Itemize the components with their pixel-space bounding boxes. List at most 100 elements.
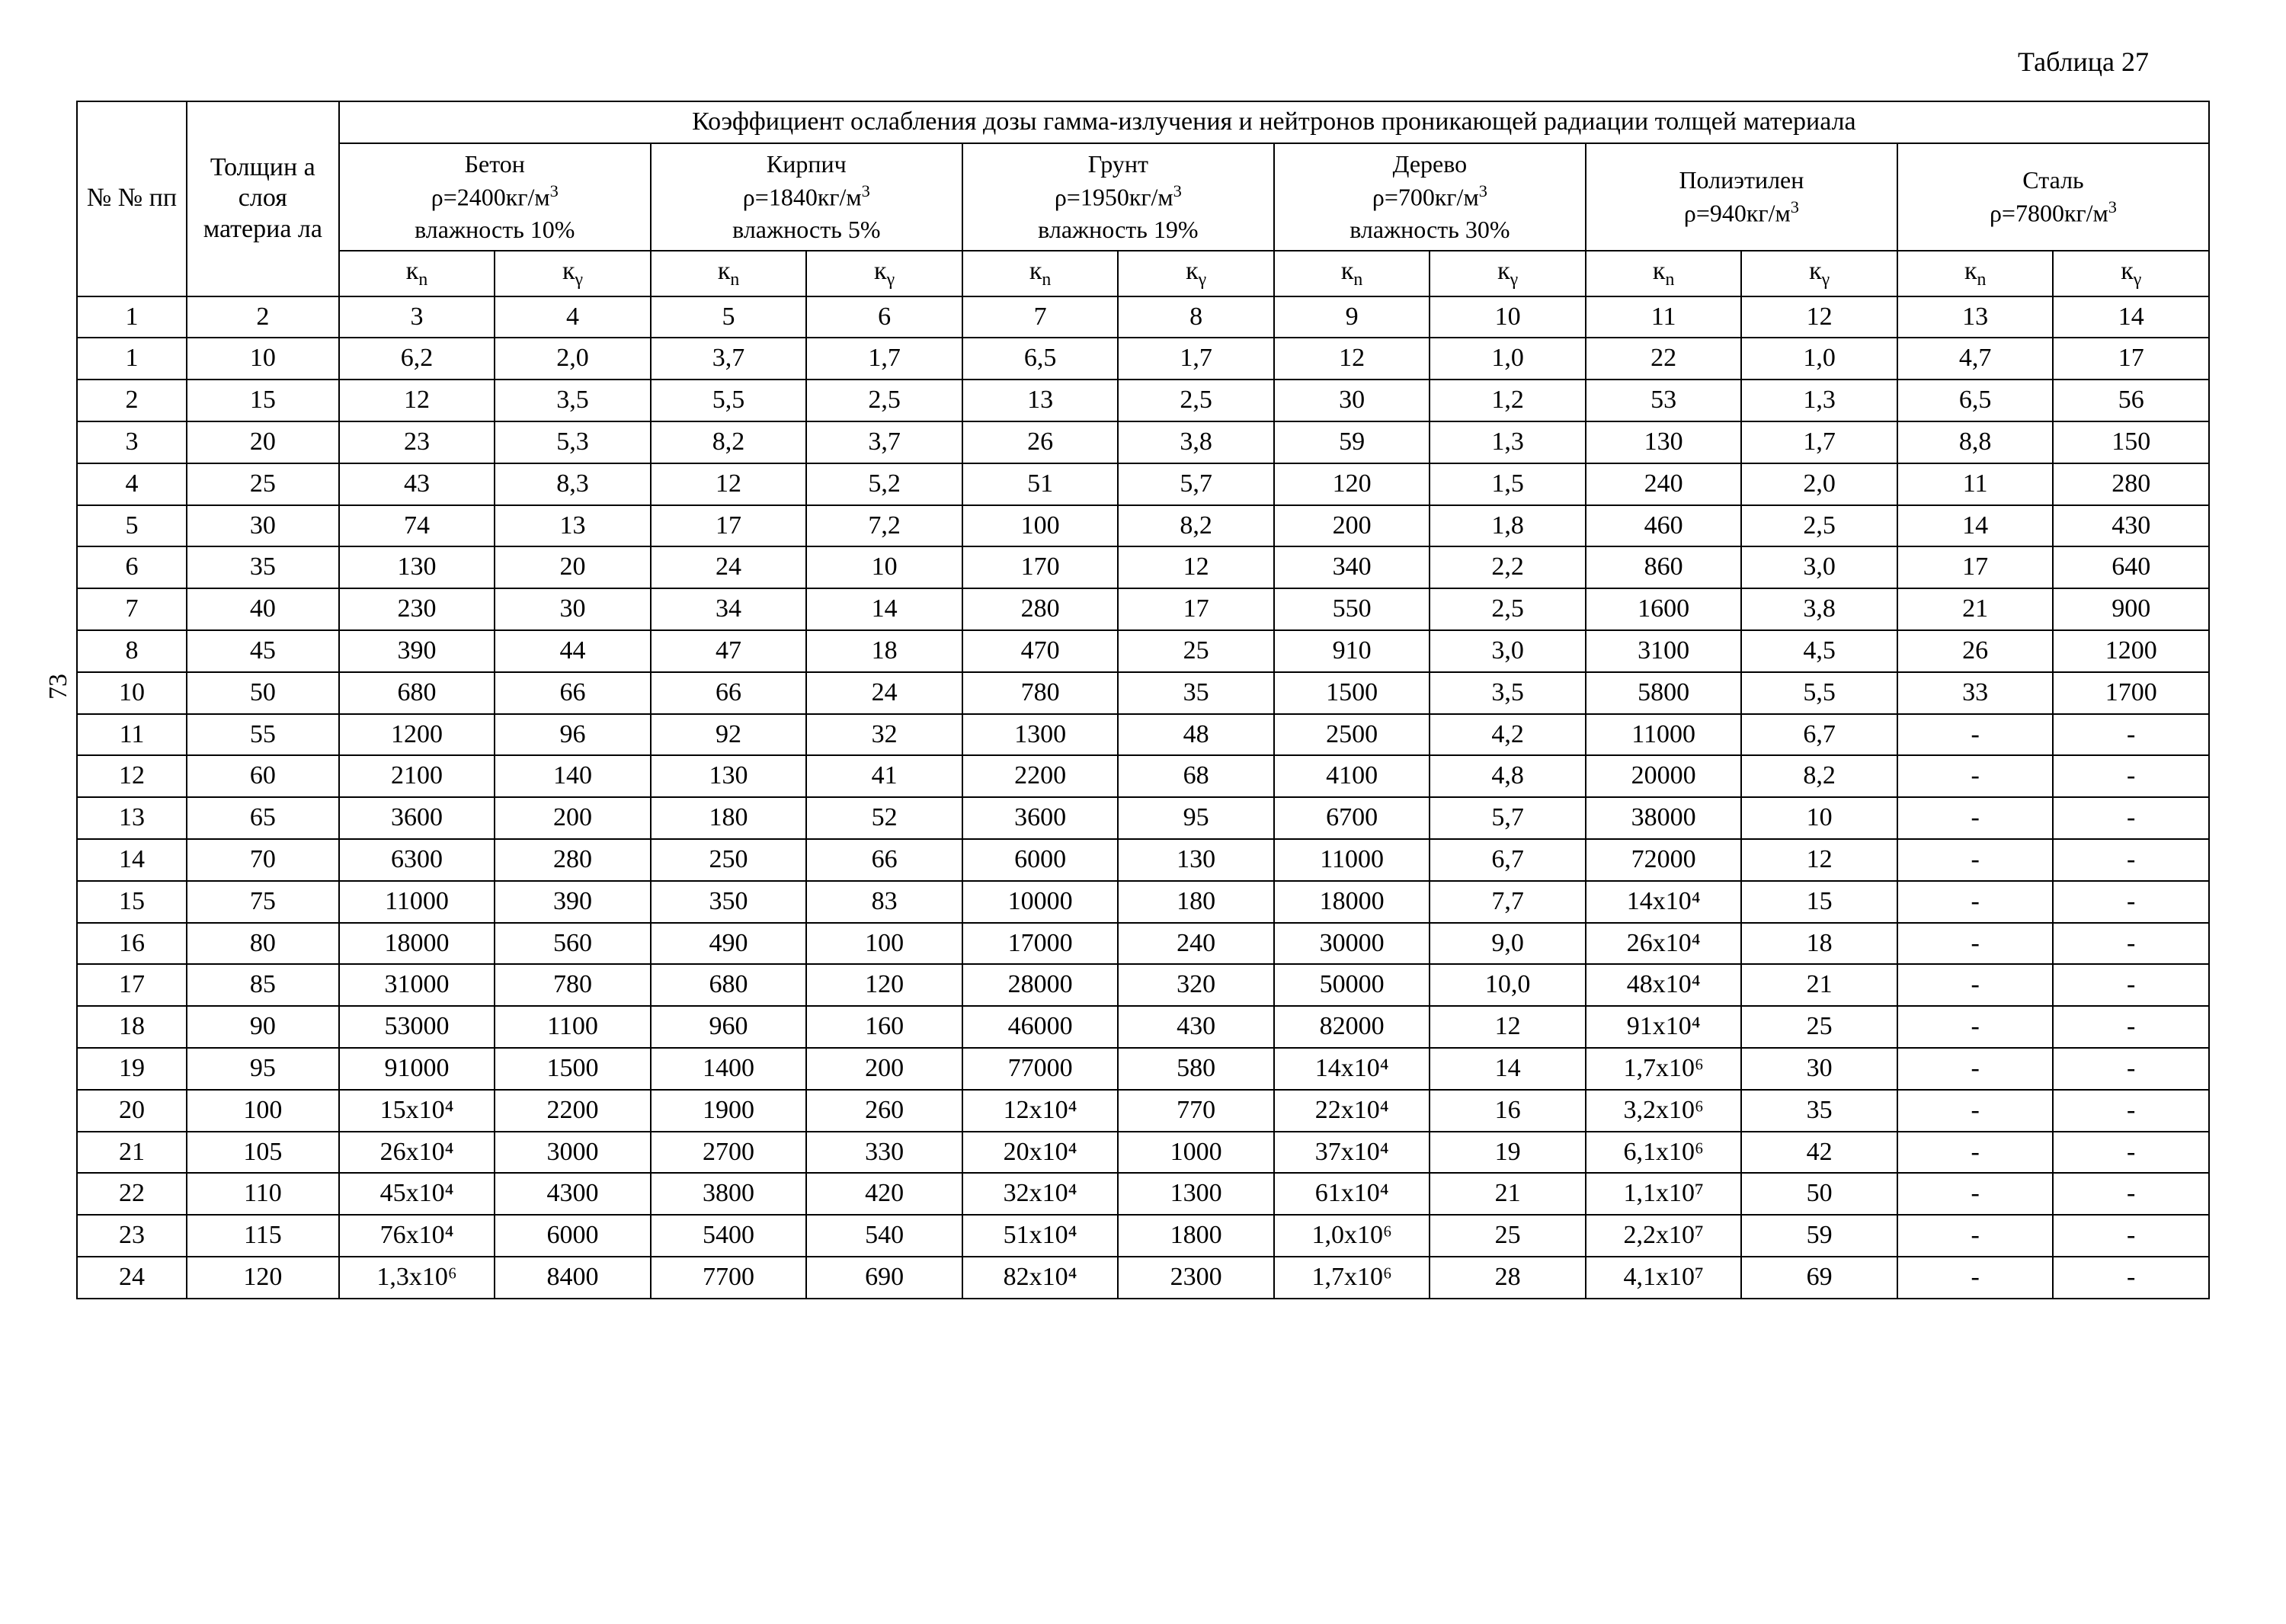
table-row: 2311576x10⁴6000540054051x10⁴18001,0x10⁶2… bbox=[77, 1215, 2209, 1257]
cell: 2,0 bbox=[495, 338, 651, 380]
cell: 66 bbox=[806, 839, 962, 881]
cell: 10,0 bbox=[1430, 964, 1586, 1006]
cell: 6,2 bbox=[339, 338, 495, 380]
cell: 280 bbox=[2053, 463, 2209, 505]
cell: 6,5 bbox=[962, 338, 1119, 380]
cell: 38000 bbox=[1586, 797, 1742, 839]
cell: 6,5 bbox=[1897, 380, 2054, 421]
header-material-2: Грунтρ=1950кг/м3влажность 19% bbox=[962, 143, 1274, 251]
cell: 17 bbox=[77, 964, 187, 1006]
cell: 1,3 bbox=[1430, 421, 1586, 463]
cell: 72000 bbox=[1586, 839, 1742, 881]
cell: - bbox=[2053, 1173, 2209, 1215]
cell: 9,0 bbox=[1430, 923, 1586, 965]
table-row: 5307413177,21008,22001,84602,514430 bbox=[77, 505, 2209, 547]
cell: 4,7 bbox=[1897, 338, 2054, 380]
cell: - bbox=[2053, 881, 2209, 923]
table-row: 10506806666247803515003,558005,5331700 bbox=[77, 672, 2209, 714]
header-colnum-4: 5 bbox=[651, 296, 807, 338]
table-row: 136536002001805236009567005,73800010-- bbox=[77, 797, 2209, 839]
cell: 20 bbox=[495, 546, 651, 588]
cell: - bbox=[1897, 1173, 2054, 1215]
cell: 130 bbox=[651, 755, 807, 797]
cell: 240 bbox=[1586, 463, 1742, 505]
cell: 550 bbox=[1274, 588, 1430, 630]
table-row: 199591000150014002007700058014x10⁴141,7x… bbox=[77, 1048, 2209, 1090]
cell: 1,5 bbox=[1430, 463, 1586, 505]
cell: 15 bbox=[187, 380, 339, 421]
cell: 14 bbox=[77, 839, 187, 881]
header-kg-5: кγ bbox=[2053, 251, 2209, 296]
cell: 18 bbox=[1741, 923, 1897, 965]
header-material-1: Кирпичρ=1840кг/м3влажность 5% bbox=[651, 143, 962, 251]
cell: 20x10⁴ bbox=[962, 1132, 1119, 1174]
cell: 8 bbox=[77, 630, 187, 672]
cell: 2,5 bbox=[1741, 505, 1897, 547]
cell: 1,7x10⁶ bbox=[1586, 1048, 1742, 1090]
header-kn-4: кn bbox=[1586, 251, 1742, 296]
cell: 8,8 bbox=[1897, 421, 2054, 463]
header-colnum-10: 11 bbox=[1586, 296, 1742, 338]
cell: 30000 bbox=[1274, 923, 1430, 965]
cell: 82x10⁴ bbox=[962, 1257, 1119, 1299]
cell: 1400 bbox=[651, 1048, 807, 1090]
cell: 24 bbox=[651, 546, 807, 588]
cell: 40 bbox=[187, 588, 339, 630]
cell: 15 bbox=[1741, 881, 1897, 923]
header-colnum-5: 6 bbox=[806, 296, 962, 338]
cell: 90 bbox=[187, 1006, 339, 1048]
table-row: 845390444718470259103,031004,5261200 bbox=[77, 630, 2209, 672]
cell: 5,3 bbox=[495, 421, 651, 463]
cell: 26 bbox=[1897, 630, 2054, 672]
table-row: 2010015x10⁴2200190026012x10⁴77022x10⁴163… bbox=[77, 1090, 2209, 1132]
cell: 20 bbox=[77, 1090, 187, 1132]
cell: 2,2x10⁷ bbox=[1586, 1215, 1742, 1257]
cell: 780 bbox=[495, 964, 651, 1006]
cell: 280 bbox=[962, 588, 1119, 630]
cell: 150 bbox=[2053, 421, 2209, 463]
cell: 1,3 bbox=[1741, 380, 1897, 421]
cell: 1500 bbox=[495, 1048, 651, 1090]
cell: 5800 bbox=[1586, 672, 1742, 714]
cell: 2500 bbox=[1274, 714, 1430, 756]
cell: 16 bbox=[77, 923, 187, 965]
cell: 130 bbox=[1118, 839, 1274, 881]
cell: - bbox=[2053, 1215, 2209, 1257]
cell: - bbox=[1897, 881, 2054, 923]
cell: 12 bbox=[1118, 546, 1274, 588]
header-material-5: Стальρ=7800кг/м3 bbox=[1897, 143, 2209, 251]
cell: 230 bbox=[339, 588, 495, 630]
table-caption: Таблица 27 bbox=[76, 46, 2210, 78]
table-row: 241201,3x10⁶8400770069082x10⁴23001,7x10⁶… bbox=[77, 1257, 2209, 1299]
header-colnum-7: 8 bbox=[1118, 296, 1274, 338]
cell: 37x10⁴ bbox=[1274, 1132, 1430, 1174]
cell: 15 bbox=[77, 881, 187, 923]
cell: 430 bbox=[1118, 1006, 1274, 1048]
cell: 53 bbox=[1586, 380, 1742, 421]
header-row-number: № № пп bbox=[77, 101, 187, 296]
cell: 25 bbox=[1118, 630, 1274, 672]
cell: 18000 bbox=[1274, 881, 1430, 923]
cell: 15x10⁴ bbox=[339, 1090, 495, 1132]
cell: 11000 bbox=[1274, 839, 1430, 881]
cell: 100 bbox=[187, 1090, 339, 1132]
cell: 11000 bbox=[1586, 714, 1742, 756]
cell: 45x10⁴ bbox=[339, 1173, 495, 1215]
header-colnum-1: 2 bbox=[187, 296, 339, 338]
header-colnum-9: 10 bbox=[1430, 296, 1586, 338]
cell: 3800 bbox=[651, 1173, 807, 1215]
cell: 680 bbox=[339, 672, 495, 714]
cell: 26x10⁴ bbox=[1586, 923, 1742, 965]
cell: 13 bbox=[962, 380, 1119, 421]
cell: 7,2 bbox=[806, 505, 962, 547]
header-colnum-6: 7 bbox=[962, 296, 1119, 338]
table-row: 14706300280250666000130110006,77200012-- bbox=[77, 839, 2209, 881]
cell: 330 bbox=[806, 1132, 962, 1174]
cell: - bbox=[2053, 923, 2209, 965]
cell: 115 bbox=[187, 1215, 339, 1257]
cell: 5400 bbox=[651, 1215, 807, 1257]
cell: - bbox=[2053, 1090, 2209, 1132]
cell: 74 bbox=[339, 505, 495, 547]
header-colnum-11: 12 bbox=[1741, 296, 1897, 338]
cell: 3100 bbox=[1586, 630, 1742, 672]
